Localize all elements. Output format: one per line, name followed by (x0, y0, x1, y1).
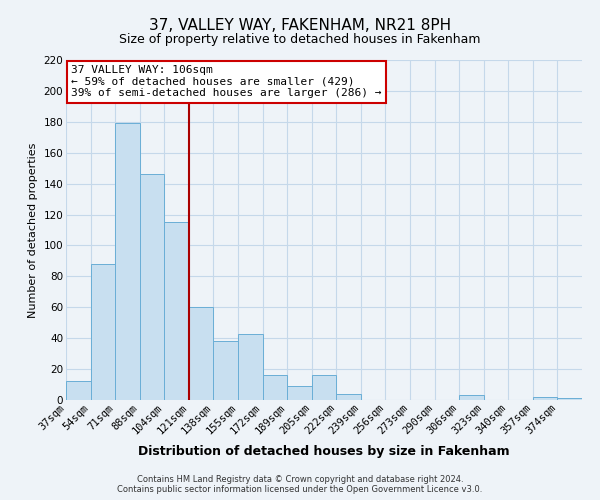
Bar (66, 382, 91, 400)
Bar (115, 124, 140, 400)
Bar (189, 308, 214, 400)
Bar (263, 376, 287, 400)
Bar (164, 222, 189, 400)
X-axis label: Distribution of detached houses by size in Fakenham: Distribution of detached houses by size … (138, 444, 510, 458)
Text: Size of property relative to detached houses in Fakenham: Size of property relative to detached ho… (119, 32, 481, 46)
Y-axis label: Number of detached properties: Number of detached properties (28, 142, 38, 318)
Bar (336, 394, 361, 400)
Bar (287, 386, 312, 400)
Bar (214, 342, 238, 400)
Bar (140, 174, 164, 400)
Bar (238, 334, 263, 400)
Text: 37 VALLEY WAY: 106sqm
← 59% of detached houses are smaller (429)
39% of semi-det: 37 VALLEY WAY: 106sqm ← 59% of detached … (71, 65, 382, 98)
Bar (91, 264, 115, 400)
Bar (459, 396, 484, 400)
Bar (312, 376, 336, 400)
Text: 37, VALLEY WAY, FAKENHAM, NR21 8PH: 37, VALLEY WAY, FAKENHAM, NR21 8PH (149, 18, 451, 32)
Text: Contains HM Land Registry data © Crown copyright and database right 2024.
Contai: Contains HM Land Registry data © Crown c… (118, 474, 482, 494)
Bar (533, 397, 557, 400)
Bar (557, 398, 582, 400)
